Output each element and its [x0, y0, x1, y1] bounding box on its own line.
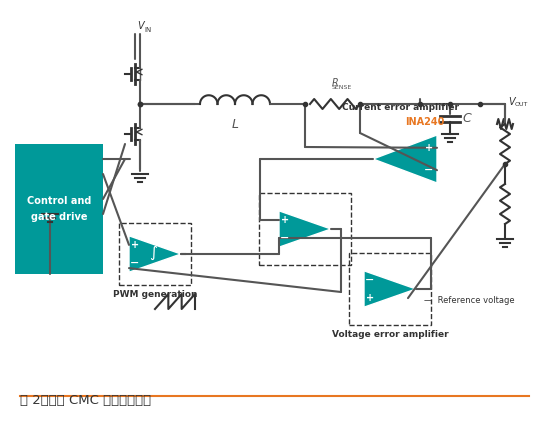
- Text: V: V: [137, 21, 144, 31]
- Text: PWM generation: PWM generation: [113, 290, 197, 299]
- Text: −: −: [281, 233, 290, 243]
- Text: C: C: [462, 112, 470, 126]
- Text: L: L: [232, 118, 238, 131]
- Text: SENSE: SENSE: [332, 85, 352, 90]
- Text: gate drive: gate drive: [31, 212, 87, 222]
- Text: +: +: [425, 143, 433, 153]
- Text: ∫: ∫: [149, 245, 157, 260]
- FancyBboxPatch shape: [15, 144, 103, 274]
- Text: −: −: [130, 258, 139, 268]
- Text: Current error amplifier: Current error amplifier: [341, 103, 458, 112]
- Text: +: +: [281, 215, 289, 225]
- Text: −: −: [424, 165, 434, 175]
- Text: R: R: [332, 78, 338, 88]
- Polygon shape: [364, 271, 416, 307]
- Text: 图 2：平均 CMC 电路的方框图: 图 2：平均 CMC 电路的方框图: [20, 394, 151, 407]
- Text: +: +: [366, 293, 374, 303]
- Text: —  Reference voltage: — Reference voltage: [424, 296, 514, 305]
- Text: V: V: [508, 97, 514, 107]
- Polygon shape: [373, 135, 437, 183]
- Text: +: +: [131, 240, 139, 250]
- Text: −: −: [365, 275, 374, 285]
- Text: INA240: INA240: [405, 117, 445, 127]
- Text: Control and: Control and: [27, 196, 91, 206]
- Text: Voltage error amplifier: Voltage error amplifier: [332, 330, 449, 339]
- Text: IN: IN: [144, 27, 152, 33]
- Polygon shape: [129, 236, 181, 272]
- Polygon shape: [279, 211, 331, 247]
- Text: OUT: OUT: [515, 103, 528, 108]
